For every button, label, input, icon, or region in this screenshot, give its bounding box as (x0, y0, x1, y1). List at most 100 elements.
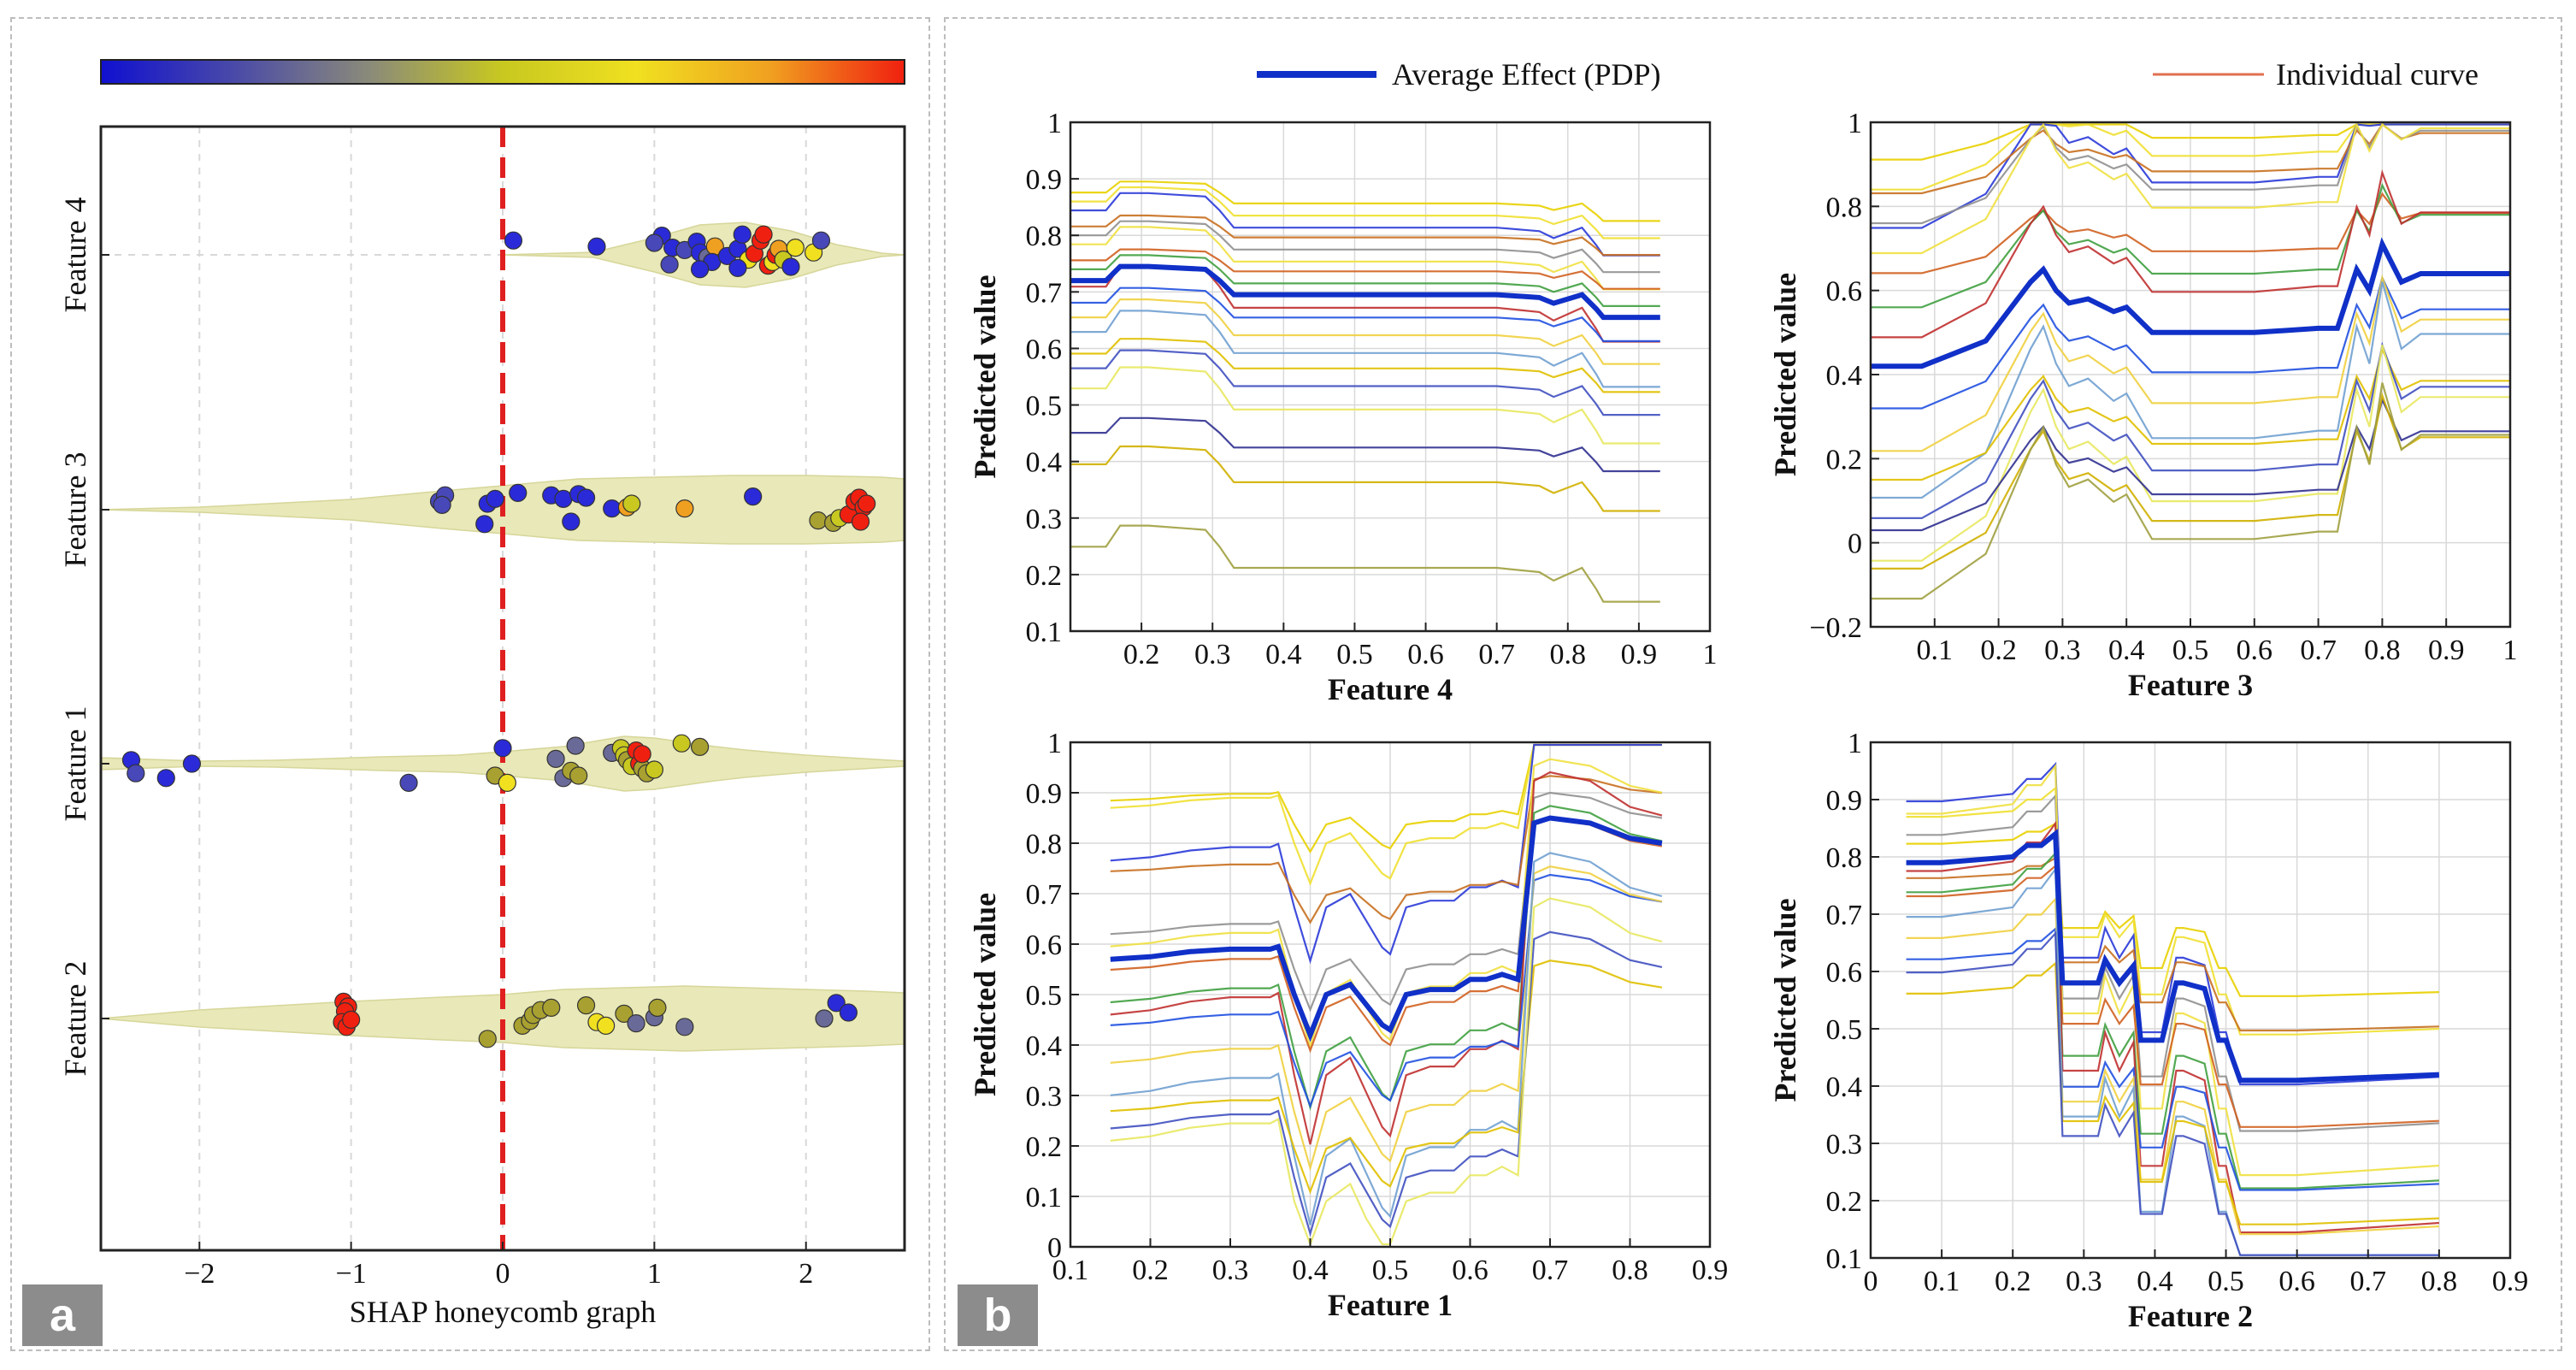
y-tick-label: 0.5 (1026, 980, 1063, 1012)
x-tick-label: 0 (1864, 1266, 1878, 1297)
x-tick-label: 0.7 (1478, 639, 1515, 670)
x-tick-label: 0.1 (1052, 1255, 1089, 1286)
shap-point (781, 257, 800, 276)
ice-curve (1110, 758, 1663, 1050)
y-tick-label: 0.9 (1026, 778, 1063, 810)
x-tick-label: 0.8 (2421, 1266, 2458, 1297)
feature-row-label: Feature 2 (58, 961, 92, 1077)
shap-point (827, 994, 846, 1013)
y-tick-label: 0.9 (1026, 164, 1063, 196)
x-axis-label: Feature 4 (1328, 672, 1453, 706)
shap-point (576, 488, 596, 507)
ice-curve (1110, 791, 1663, 1013)
pdp-chart-feature-3: 0.1 0.2 0.3 0.4 0.5 0.6 0.7 0.8 0.9 1 −0.2 0 0.2 0.4 0… (1768, 108, 2518, 702)
shap-point (615, 1004, 634, 1024)
shap-point (342, 1010, 361, 1030)
x-tick-label: 0.2 (1995, 1266, 2031, 1297)
ice-curve (1906, 930, 2439, 1256)
y-axis-label: Predicted value (1768, 898, 1802, 1101)
shap-point (399, 773, 418, 793)
y-tick-label: 0.2 (1826, 444, 1863, 475)
y-tick-label: 0.9 (1826, 785, 1863, 817)
x-tick-label: 0.8 (2364, 635, 2401, 666)
x-axis-label: Feature 1 (1328, 1288, 1453, 1322)
ice-curve (1070, 214, 1660, 257)
x-tick-label: 1 (1703, 639, 1718, 670)
shap-point (509, 483, 528, 503)
pdp-chart-feature-2: 0 0.1 0.2 0.3 0.4 0.5 0.6 0.7 0.8 0.90.10.20.30.4… (1768, 728, 2528, 1333)
x-tick-label: 0.9 (1621, 639, 1658, 670)
x-axis-label: Feature 2 (2128, 1299, 2253, 1333)
x-axis-label: SHAP honeycomb graph (350, 1295, 657, 1329)
y-tick-label: 0.6 (1026, 334, 1063, 365)
panel-b (944, 17, 2562, 1351)
x-tick-label: 0.5 (2172, 635, 2209, 666)
ice-curve (1871, 281, 2510, 499)
x-tick-label: 0.7 (1532, 1255, 1569, 1286)
x-tick-label: 0.2 (1132, 1255, 1169, 1286)
ice-curve (1871, 168, 2510, 339)
shap-point (733, 225, 752, 244)
x-tick-label: 0.7 (2350, 1266, 2387, 1297)
honeycomb-chart: Feature 4 Feature 3 Feature 1 Feature 2 −2 −1… (58, 125, 906, 1329)
shap-point (675, 499, 694, 518)
shap-point (562, 512, 581, 531)
shap-point (728, 258, 747, 277)
y-tick-label: 0.6 (1826, 276, 1863, 308)
shap-point (851, 512, 870, 531)
y-tick-label: 0.1 (1826, 1243, 1863, 1275)
ice-curve (1070, 220, 1660, 274)
y-axis-label: Predicted value (968, 893, 1002, 1096)
shap-point (660, 255, 679, 274)
ice-curve (1070, 226, 1660, 291)
shap-point (645, 760, 663, 779)
x-tick-label: 0.7 (2300, 635, 2337, 666)
pdp-chart-feature-1: 0.1 0.2 0.3 0.4 0.5 0.6 0.7 0.8 0.900.10.20.30.4… (968, 728, 1728, 1322)
ice-curve (1906, 961, 2439, 1225)
x-tick-label: 0.4 (1292, 1255, 1329, 1286)
ice-curve (1110, 852, 1663, 1225)
shap-point (672, 734, 691, 753)
shap-point (475, 515, 494, 534)
shap-point (554, 489, 573, 509)
shap-point (587, 237, 606, 256)
shap-point (675, 1018, 694, 1036)
y-tick-label: 0.4 (1026, 1030, 1063, 1062)
x-tick-label: 0.2 (1980, 635, 2017, 666)
ice-curve (1871, 123, 2510, 229)
shap-point (569, 766, 588, 785)
shap-point (815, 1009, 834, 1028)
y-tick-label: 0.7 (1026, 277, 1063, 309)
shap-point (433, 495, 451, 515)
x-tick-label: 0 (496, 1258, 510, 1290)
ice-curve (1070, 338, 1660, 393)
ice-curve (1070, 180, 1660, 222)
ice-curve (1110, 743, 1662, 965)
pdp-legend-label: Average Effect (PDP) (1392, 57, 1661, 92)
ice-curve (1110, 818, 1663, 1054)
x-tick-label: 0.9 (2428, 635, 2465, 666)
y-tick-label: 0.3 (1026, 1081, 1063, 1113)
y-tick-label: 0.5 (1826, 1014, 1863, 1046)
panel-b-tag: b (958, 1284, 1038, 1346)
shap-point (603, 499, 622, 518)
ice-curve (1906, 864, 2439, 1128)
shap-point (542, 998, 561, 1018)
y-tick-label: 0.4 (1026, 447, 1063, 479)
y-tick-label: 0.4 (1826, 1072, 1863, 1103)
x-tick-label: 0.5 (2208, 1266, 2244, 1297)
shap-point (156, 769, 175, 788)
plot-frame (1869, 741, 2512, 1260)
x-axis-label: Feature 3 (2128, 668, 2253, 702)
ice-curve (1110, 960, 1663, 1195)
shap-point (498, 773, 516, 793)
shap-point (478, 1030, 497, 1048)
ice-curve (1070, 286, 1660, 342)
ice-curve (1110, 771, 1663, 1145)
y-tick-label: 0.1 (1026, 1182, 1063, 1214)
shap-point (645, 233, 663, 252)
legend: Average Effect (PDP) Individual curve (1257, 57, 2479, 92)
shap-point (576, 995, 596, 1015)
ice-curve (1070, 445, 1660, 512)
